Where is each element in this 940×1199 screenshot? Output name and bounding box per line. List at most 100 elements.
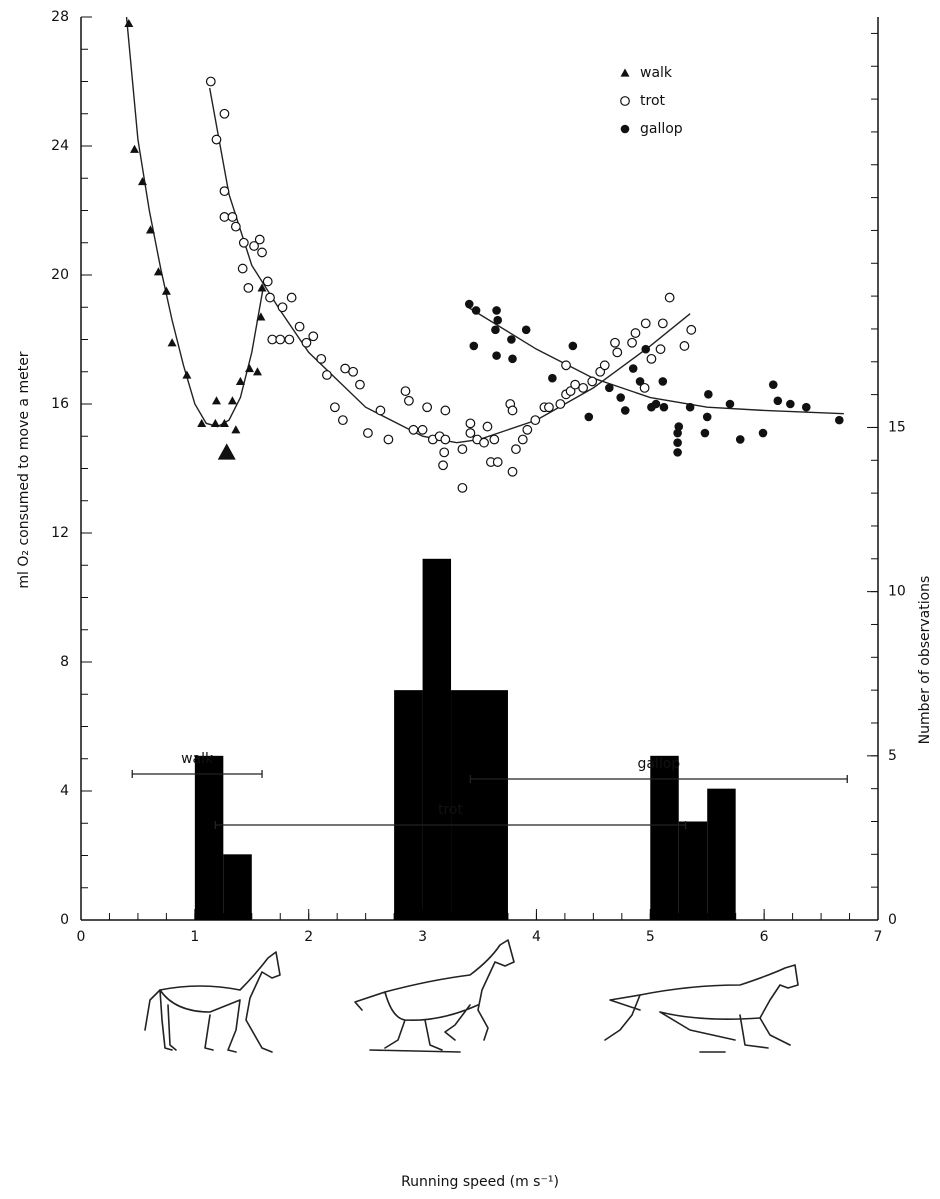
trot-marker bbox=[355, 379, 365, 390]
trot-marker bbox=[492, 457, 503, 467]
gallop-marker bbox=[635, 377, 645, 386]
gallop-marker bbox=[604, 383, 614, 393]
gallop-marker bbox=[674, 422, 684, 431]
trot-marker bbox=[530, 415, 541, 426]
gallop-marker bbox=[508, 354, 517, 364]
gallop-marker bbox=[725, 399, 735, 409]
histogram-bar bbox=[678, 821, 708, 920]
y2-tick-label: 10 bbox=[888, 584, 906, 600]
trot-marker bbox=[316, 353, 327, 364]
gallop-marker bbox=[471, 306, 481, 315]
trot-marker bbox=[219, 212, 230, 222]
walk-marker bbox=[161, 286, 171, 295]
trot-marker bbox=[348, 366, 359, 377]
histogram-bar bbox=[394, 690, 423, 920]
gallop-marker bbox=[673, 428, 682, 438]
y2-tick-label: 15 bbox=[888, 419, 906, 435]
trot-marker bbox=[211, 134, 222, 145]
trot-marker bbox=[457, 482, 468, 493]
y-tick-label: 8 bbox=[60, 654, 69, 670]
fit-line bbox=[208, 87, 691, 444]
fit-line bbox=[467, 306, 844, 415]
horse-trot bbox=[354, 939, 515, 1053]
legend-marker bbox=[620, 124, 630, 134]
gallop-marker bbox=[464, 299, 474, 309]
trot-marker bbox=[375, 405, 386, 416]
trot-marker bbox=[237, 263, 248, 274]
trot-marker bbox=[440, 434, 451, 445]
y2-tick-label: 0 bbox=[888, 912, 897, 928]
gallop-marker bbox=[493, 315, 503, 325]
histogram-bar bbox=[422, 558, 452, 920]
walk-marker bbox=[227, 396, 237, 405]
trot-marker bbox=[627, 337, 637, 348]
gallop-marker bbox=[700, 428, 710, 438]
y-tick-label: 16 bbox=[51, 396, 69, 412]
trot-marker bbox=[417, 424, 428, 435]
gallop-marker bbox=[616, 393, 625, 402]
trot-marker bbox=[400, 386, 411, 397]
trot-marker bbox=[205, 76, 216, 87]
walk-marker bbox=[210, 418, 220, 427]
gallop-marker bbox=[628, 364, 638, 373]
trot-marker bbox=[578, 382, 589, 393]
x-tick-label: 4 bbox=[532, 929, 541, 945]
walk-marker bbox=[211, 396, 221, 405]
trot-marker bbox=[555, 399, 566, 409]
y-tick-label: 4 bbox=[60, 783, 69, 799]
fit-line bbox=[125, 16, 264, 428]
trot-marker bbox=[383, 434, 394, 445]
trot-marker bbox=[657, 318, 668, 329]
trot-marker bbox=[301, 337, 312, 348]
x-tick-label: 7 bbox=[874, 929, 883, 945]
trot-marker bbox=[422, 402, 433, 413]
trot-marker bbox=[679, 341, 690, 351]
histogram-bar bbox=[223, 854, 252, 920]
trot-marker bbox=[243, 283, 254, 293]
gallop-marker bbox=[704, 390, 713, 399]
trot-marker bbox=[465, 418, 476, 429]
trot-marker bbox=[565, 386, 576, 397]
trot-marker bbox=[262, 276, 273, 287]
x-tick-label: 6 bbox=[760, 929, 769, 945]
trot-marker bbox=[337, 415, 348, 426]
trot-marker bbox=[408, 424, 419, 435]
trot-marker bbox=[612, 347, 623, 358]
gallop-marker bbox=[834, 415, 844, 425]
y2-axis-label: Number of observations bbox=[917, 576, 933, 745]
x-tick-label: 1 bbox=[190, 929, 199, 945]
trot-marker bbox=[640, 318, 651, 329]
gallop-marker bbox=[659, 402, 669, 412]
walk-marker bbox=[137, 176, 147, 186]
trot-marker bbox=[522, 424, 533, 435]
walk-marker bbox=[197, 418, 207, 427]
trot-marker bbox=[507, 466, 518, 477]
trot-marker bbox=[482, 421, 493, 432]
x-tick-label: 3 bbox=[418, 929, 427, 945]
trot-marker bbox=[457, 444, 468, 455]
gallop-marker bbox=[758, 428, 768, 438]
trot-marker bbox=[610, 337, 620, 348]
trot-marker bbox=[655, 344, 666, 355]
histogram-bar bbox=[194, 755, 224, 920]
gallop-marker bbox=[620, 406, 630, 415]
trot-marker bbox=[561, 360, 571, 371]
gallop-marker bbox=[641, 344, 651, 354]
trot-marker bbox=[265, 292, 275, 303]
gallop-marker bbox=[702, 412, 712, 422]
horse-walk bbox=[144, 951, 281, 1053]
gait-range-label: walk bbox=[181, 751, 214, 767]
trot-marker bbox=[230, 221, 241, 232]
trot-marker bbox=[639, 382, 650, 393]
trot-marker bbox=[227, 212, 238, 222]
walk-marker bbox=[235, 376, 245, 386]
legend-label: gallop bbox=[640, 121, 683, 137]
legend-label: walk bbox=[640, 65, 673, 81]
trot-marker bbox=[489, 434, 500, 445]
trot-marker bbox=[439, 447, 450, 458]
trot-marker bbox=[277, 302, 288, 313]
trot-marker bbox=[286, 292, 297, 303]
trot-marker bbox=[599, 360, 610, 371]
gallop-marker bbox=[521, 325, 531, 335]
